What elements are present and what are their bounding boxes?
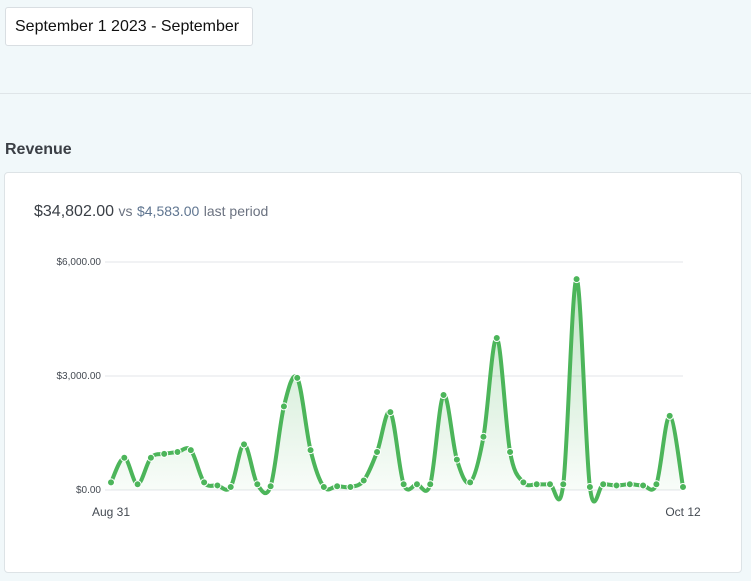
data-point [559, 480, 568, 489]
data-point [373, 448, 382, 456]
data-point [213, 481, 222, 490]
y-tick-label: $3,000.00 [57, 371, 102, 382]
data-point [492, 334, 501, 342]
data-point [146, 453, 155, 462]
vs-label: vs [118, 203, 133, 219]
data-point [532, 480, 541, 489]
data-point [679, 482, 687, 491]
data-point [133, 480, 142, 489]
data-point [479, 432, 488, 441]
data-point [333, 482, 342, 491]
data-point [545, 480, 554, 489]
date-range-input[interactable]: September 1 2023 - September [5, 7, 253, 46]
revenue-summary: $34,802.00 vs $4,583.00 last period [34, 203, 268, 221]
data-point [652, 480, 661, 489]
data-point [426, 480, 435, 489]
data-points [107, 275, 687, 491]
data-point [253, 480, 262, 489]
data-point [639, 481, 648, 490]
data-point [506, 448, 515, 456]
data-point [519, 478, 528, 487]
revenue-total: $34,802.00 [34, 203, 115, 220]
x-tick-first: Aug 31 [92, 505, 130, 519]
data-point [266, 482, 275, 491]
data-point [279, 402, 288, 411]
data-point [599, 480, 608, 489]
data-point [665, 411, 674, 420]
x-tick-last: Oct 12 [665, 505, 701, 519]
data-point [412, 480, 421, 489]
data-point [585, 482, 594, 491]
y-tick-label: $6,000.00 [57, 257, 102, 268]
data-point [306, 446, 315, 455]
data-point [572, 275, 581, 284]
data-point [625, 480, 634, 489]
section-title: Revenue [5, 141, 72, 158]
revenue-chart: $0.00 $3,000.00 $6,000.00 Aug 31 Oct 12 [57, 257, 701, 519]
previous-period-value: $4,583.00 [136, 203, 200, 219]
data-point [386, 408, 395, 417]
data-point [107, 478, 115, 487]
data-point [346, 482, 355, 491]
data-point [319, 482, 328, 491]
data-point [240, 440, 249, 449]
data-point [186, 446, 195, 455]
data-point [359, 476, 368, 485]
data-point [399, 480, 408, 489]
y-axis-ticks: $0.00 $3,000.00 $6,000.00 [57, 257, 102, 496]
data-point [160, 449, 169, 458]
divider [0, 93, 751, 94]
revenue-card: $34,802.00 vs $4,583.00 last period $0.0… [4, 172, 742, 573]
data-point [293, 373, 302, 382]
data-point [120, 453, 129, 462]
data-point [439, 391, 448, 399]
data-point [612, 481, 621, 490]
data-point [226, 482, 235, 491]
data-point [200, 478, 209, 487]
y-tick-label: $0.00 [76, 485, 101, 496]
data-point [466, 478, 475, 487]
data-point [452, 455, 461, 464]
last-period-label: last period [203, 203, 269, 219]
data-point [173, 448, 182, 456]
